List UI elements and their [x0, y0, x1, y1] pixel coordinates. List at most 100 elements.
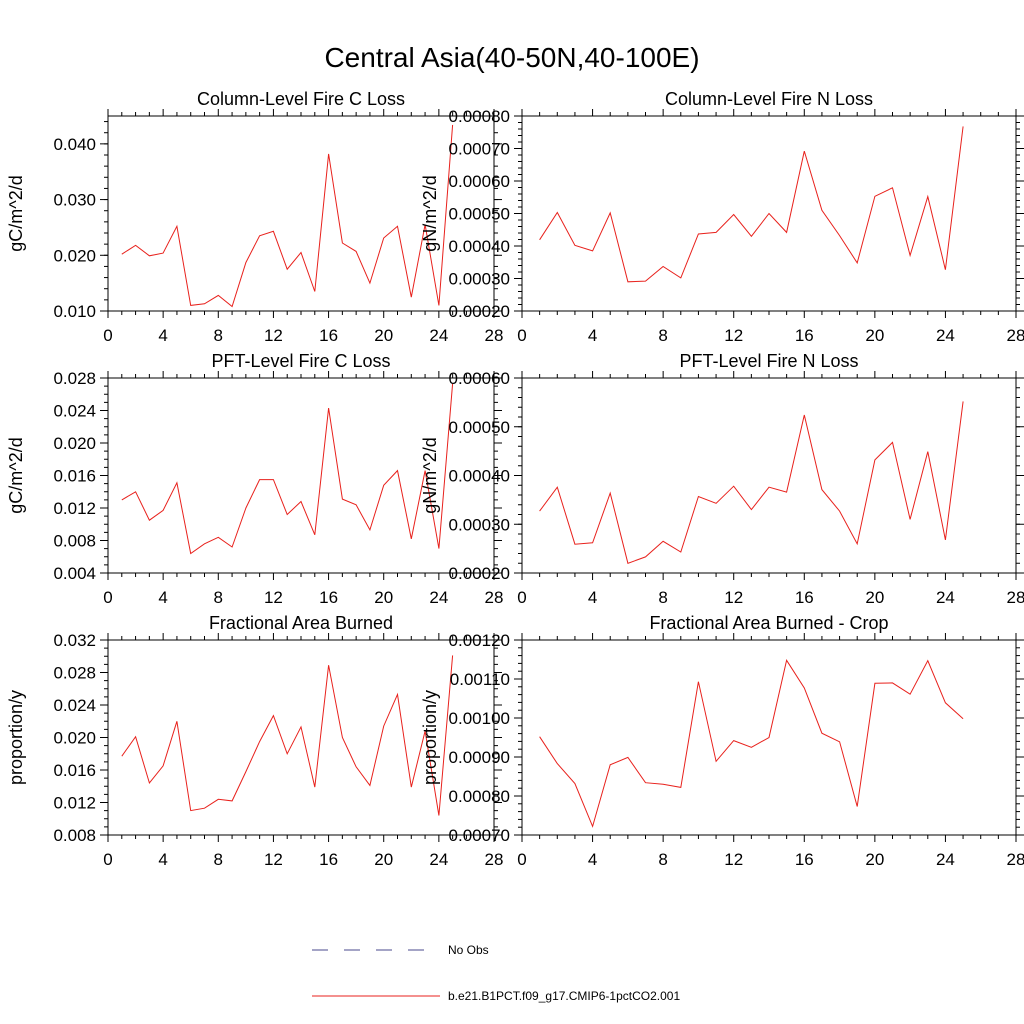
panel-3: PFT-Level Fire C Loss gC/m^2/d 0 4 8 12 16 20 24… [6, 351, 503, 607]
x-tick-label: 4 [588, 850, 597, 869]
x-tick-label: 8 [214, 588, 223, 607]
y-tick-label: 0.020 [53, 246, 96, 265]
x-tick-label: 0 [103, 588, 112, 607]
y-tick-label: 0.00060 [449, 172, 510, 191]
panel-6: Fractional Area Burned - Crop proportion/… [420, 613, 1024, 869]
x-tick-label: 28 [485, 850, 504, 869]
panel-title: Fractional Area Burned - Crop [649, 613, 888, 633]
series-line [539, 126, 964, 283]
y-tick-label: 0.00040 [449, 237, 510, 256]
y-tick-label: 0.012 [53, 499, 96, 518]
x-tick-label: 12 [264, 326, 283, 345]
panel-title: Fractional Area Burned [209, 613, 393, 633]
y-tick-label: 0.00020 [449, 564, 510, 583]
x-tick-label: 28 [485, 326, 504, 345]
y-tick-label: 0.00030 [449, 515, 510, 534]
x-tick-label: 24 [936, 850, 955, 869]
x-tick-label: 20 [374, 326, 393, 345]
x-tick-label: 16 [795, 850, 814, 869]
y-tick-label: 0.012 [53, 794, 96, 813]
panel-2: Column-Level Fire N Loss gN/m^2/d 0 4 8 12 16 2… [420, 89, 1024, 345]
series-line [539, 401, 964, 564]
x-tick-label: 28 [1007, 588, 1024, 607]
x-tick-label: 12 [264, 588, 283, 607]
series-line [121, 655, 454, 816]
x-tick-label: 16 [795, 326, 814, 345]
y-tick-label: 0.00080 [449, 107, 510, 126]
y-tick-label: 0.016 [53, 467, 96, 486]
x-tick-label: 28 [1007, 850, 1024, 869]
series-line [121, 124, 454, 308]
y-tick-label: 0.028 [53, 369, 96, 388]
x-tick-label: 20 [865, 588, 884, 607]
x-tick-label: 8 [658, 588, 667, 607]
x-tick-label: 8 [214, 850, 223, 869]
x-tick-label: 8 [658, 850, 667, 869]
x-tick-label: 16 [795, 588, 814, 607]
x-tick-label: 20 [374, 588, 393, 607]
panel-title: Column-Level Fire C Loss [197, 89, 405, 109]
y-tick-label: 0.010 [53, 302, 96, 321]
x-tick-label: 0 [103, 850, 112, 869]
panel-title: PFT-Level Fire C Loss [211, 351, 390, 371]
y-tick-label: 0.00090 [449, 748, 510, 767]
y-tick-label: 0.00040 [449, 467, 510, 486]
y-axis-label: gN/m^2/d [420, 175, 440, 251]
panel-title: PFT-Level Fire N Loss [679, 351, 858, 371]
y-tick-label: 0.020 [53, 434, 96, 453]
y-tick-label: 0.032 [53, 631, 96, 650]
y-tick-label: 0.008 [53, 826, 96, 845]
x-tick-label: 16 [319, 588, 338, 607]
x-tick-label: 24 [429, 326, 448, 345]
y-tick-label: 0.016 [53, 761, 96, 780]
x-tick-label: 28 [1007, 326, 1024, 345]
y-axis-label: proportion/y [420, 690, 440, 785]
y-axis-label: gC/m^2/d [6, 175, 26, 251]
x-tick-label: 20 [865, 326, 884, 345]
y-tick-label: 0.00070 [449, 140, 510, 159]
legend: No Obs b.e21.B1PCT.f09_g17.CMIP6-1pctCO2… [312, 943, 680, 1003]
legend-no-obs-label: No Obs [448, 943, 489, 957]
x-tick-label: 12 [724, 588, 743, 607]
x-tick-label: 12 [724, 850, 743, 869]
x-tick-label: 24 [429, 850, 448, 869]
x-tick-label: 4 [158, 326, 167, 345]
panel-5: Fractional Area Burned proportion/y 0 4 8 12 1… [6, 613, 503, 869]
x-tick-label: 12 [264, 850, 283, 869]
y-tick-label: 0.00050 [449, 205, 510, 224]
x-tick-label: 8 [214, 326, 223, 345]
x-tick-label: 28 [485, 588, 504, 607]
panels: Column-Level Fire C Loss gC/m^2/d 0 4 8 12 16 2… [6, 89, 1024, 869]
panel-title: Column-Level Fire N Loss [665, 89, 873, 109]
y-axis-label: gC/m^2/d [6, 437, 26, 513]
y-tick-label: 0.024 [53, 696, 96, 715]
legend-model-label: b.e21.B1PCT.f09_g17.CMIP6-1pctCO2.001 [448, 989, 680, 1003]
y-tick-label: 0.024 [53, 402, 96, 421]
series-line [121, 383, 454, 555]
y-tick-label: 0.028 [53, 664, 96, 683]
y-tick-label: 0.00030 [449, 270, 510, 289]
x-tick-label: 0 [103, 326, 112, 345]
y-tick-label: 0.00120 [449, 631, 510, 650]
x-tick-label: 8 [658, 326, 667, 345]
x-tick-label: 16 [319, 850, 338, 869]
panel-1: Column-Level Fire C Loss gC/m^2/d 0 4 8 12 16 2… [6, 89, 503, 345]
series-line [539, 659, 964, 828]
x-tick-label: 12 [724, 326, 743, 345]
figure-title: Central Asia(40-50N,40-100E) [324, 42, 699, 73]
x-tick-label: 16 [319, 326, 338, 345]
y-tick-label: 0.030 [53, 191, 96, 210]
y-tick-label: 0.00020 [449, 302, 510, 321]
x-tick-label: 0 [517, 326, 526, 345]
x-tick-label: 24 [936, 588, 955, 607]
y-axis-label: gN/m^2/d [420, 437, 440, 513]
y-tick-label: 0.004 [53, 564, 96, 583]
y-tick-label: 0.00080 [449, 787, 510, 806]
x-tick-label: 20 [865, 850, 884, 869]
y-tick-label: 0.020 [53, 729, 96, 748]
x-tick-label: 24 [429, 588, 448, 607]
y-tick-label: 0.00060 [449, 369, 510, 388]
panel-4: PFT-Level Fire N Loss gN/m^2/d 0 4 8 12 16 20 24… [420, 351, 1024, 607]
y-tick-label: 0.00070 [449, 826, 510, 845]
